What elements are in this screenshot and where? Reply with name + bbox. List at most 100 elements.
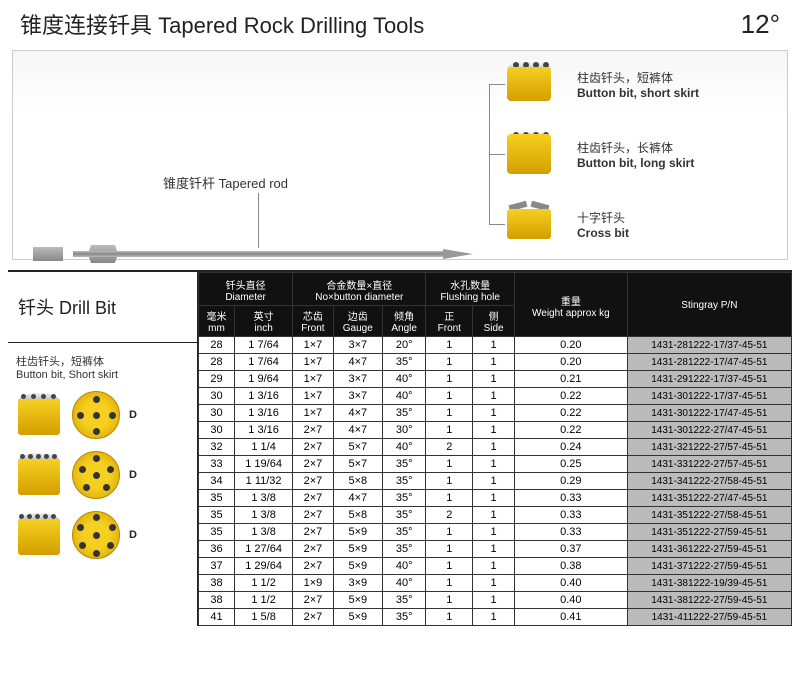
col-sub-header: 侧Side <box>473 306 515 337</box>
table-cell: 1×7 <box>293 388 333 405</box>
table-row: 411 5/82×75×935°110.411431-411222-27/59-… <box>199 609 792 626</box>
rod-label: 锥度钎杆 Tapered rod <box>163 173 288 192</box>
table-cell: 1 <box>473 371 515 388</box>
table-cell: 1 <box>426 405 473 422</box>
table-cell: 1431-381222-27/59-45-51 <box>627 592 791 609</box>
table-cell: 1 1/2 <box>234 592 292 609</box>
col-sub-header: 正Front <box>426 306 473 337</box>
title-cn: 锥度连接钎具 <box>20 13 152 38</box>
table-cell: 0.33 <box>514 507 627 524</box>
table-row: 361 27/642×75×935°110.371431-361222-27/5… <box>199 541 792 558</box>
table-cell: 33 <box>199 456 235 473</box>
table-cell: 1 <box>473 354 515 371</box>
table-cell: 35° <box>382 354 425 371</box>
table-cell: 30 <box>199 405 235 422</box>
table-cell: 2×7 <box>293 456 333 473</box>
table-cell: 1431-361222-27/59-45-51 <box>627 541 791 558</box>
table-cell: 2×7 <box>293 609 333 626</box>
table-row: 281 7/641×74×735°110.201431-281222-17/47… <box>199 354 792 371</box>
table-cell: 1×7 <box>293 354 333 371</box>
table-cell: 5×9 <box>333 609 382 626</box>
table-title: 钎头 Drill Bit <box>8 272 197 343</box>
table-cell: 0.22 <box>514 422 627 439</box>
table-cell: 5×8 <box>333 473 382 490</box>
cross-bit-icon <box>507 200 567 248</box>
col-group-header: 水孔数量Flushing hole <box>426 273 515 306</box>
table-cell: 1 <box>473 439 515 456</box>
table-cell: 5×9 <box>333 524 382 541</box>
table-cell: 1 <box>426 490 473 507</box>
table-cell: 35° <box>382 609 425 626</box>
table-row: 341 11/322×75×835°110.291431-341222-27/5… <box>199 473 792 490</box>
bit-illustration-2: D <box>16 451 189 499</box>
table-cell: 4×7 <box>333 490 382 507</box>
bit-item-short: 柱齿钎头，短裤体 Button bit, short skirt <box>507 60 699 108</box>
table-cell: 0.38 <box>514 558 627 575</box>
table-cell: 35° <box>382 473 425 490</box>
table-cell: 34 <box>199 473 235 490</box>
table-cell: 1431-331222-27/57-45-51 <box>627 456 791 473</box>
table-cell: 1 7/64 <box>234 354 292 371</box>
table-cell: 4×7 <box>333 354 382 371</box>
table-cell: 35° <box>382 507 425 524</box>
col-sub-header: 边齿Gauge <box>333 306 382 337</box>
table-cell: 1 27/64 <box>234 541 292 558</box>
table-cell: 0.20 <box>514 354 627 371</box>
table-cell: 1431-381222-19/39-45-51 <box>627 575 791 592</box>
table-cell: 1 <box>426 371 473 388</box>
table-cell: 1 1/4 <box>234 439 292 456</box>
table-row: 331 19/642×75×735°110.251431-331222-27/5… <box>199 456 792 473</box>
table-cell: 0.20 <box>514 337 627 354</box>
col-group-header: 重量Weight approx kg <box>514 273 627 337</box>
table-cell: 0.22 <box>514 388 627 405</box>
table-cell: 2 <box>426 439 473 456</box>
table-cell: 4×7 <box>333 422 382 439</box>
table-cell: 5×9 <box>333 558 382 575</box>
table-cell: 38 <box>199 575 235 592</box>
table-cell: 36 <box>199 541 235 558</box>
table-cell: 32 <box>199 439 235 456</box>
table-cell: 0.33 <box>514 490 627 507</box>
rod-label-line <box>258 193 259 248</box>
table-cell: 0.29 <box>514 473 627 490</box>
table-cell: 1431-411222-27/59-45-51 <box>627 609 791 626</box>
table-cell: 2×7 <box>293 541 333 558</box>
table-cell: 28 <box>199 354 235 371</box>
bit-top-view-icon <box>72 451 120 499</box>
col-group-header: 合金数量×直径No×button diameter <box>293 273 426 306</box>
table-cell: 0.40 <box>514 575 627 592</box>
table-cell: 1 3/8 <box>234 490 292 507</box>
table-cell: 3×9 <box>333 575 382 592</box>
left-subtitle: 柱齿钎头，短裤体 Button bit, Short skirt <box>16 353 189 381</box>
col-group-header: Stingray P/N <box>627 273 791 337</box>
table-cell: 1 3/8 <box>234 524 292 541</box>
table-row: 281 7/641×73×720°110.201431-281222-17/37… <box>199 337 792 354</box>
table-cell: 1 1/2 <box>234 575 292 592</box>
table-cell: 1 <box>426 541 473 558</box>
table-cell: 1431-351222-27/59-45-51 <box>627 524 791 541</box>
bit-item-long: 柱齿钎头，长裤体 Button bit, long skirt <box>507 130 694 178</box>
table-cell: 1 <box>473 473 515 490</box>
table-cell: 1 5/8 <box>234 609 292 626</box>
table-cell: 1431-301222-17/37-45-51 <box>627 388 791 405</box>
table-row: 301 3/161×73×740°110.221431-301222-17/37… <box>199 388 792 405</box>
table-cell: 5×9 <box>333 592 382 609</box>
table-cell: 5×8 <box>333 507 382 524</box>
table-cell: 1 <box>426 354 473 371</box>
table-cell: 1 <box>426 388 473 405</box>
table-row: 291 9/641×73×740°110.211431-291222-17/37… <box>199 371 792 388</box>
table-cell: 0.21 <box>514 371 627 388</box>
bit-item-cross: 十字钎头 Cross bit <box>507 200 629 248</box>
table-cell: 37 <box>199 558 235 575</box>
table-cell: 2×7 <box>293 490 333 507</box>
table-row: 381 1/21×93×940°110.401431-381222-19/39-… <box>199 575 792 592</box>
table-cell: 20° <box>382 337 425 354</box>
table-cell: 1431-281222-17/37-45-51 <box>627 337 791 354</box>
bit-illustration-1: D <box>16 391 189 439</box>
table-header: 钎头直径Diameter合金数量×直径No×button diameter水孔数… <box>199 273 792 337</box>
table-cell: 41 <box>199 609 235 626</box>
table-cell: 1431-301222-27/47-45-51 <box>627 422 791 439</box>
table-cell: 35° <box>382 456 425 473</box>
table-cell: 1 <box>426 558 473 575</box>
table-cell: 40° <box>382 439 425 456</box>
